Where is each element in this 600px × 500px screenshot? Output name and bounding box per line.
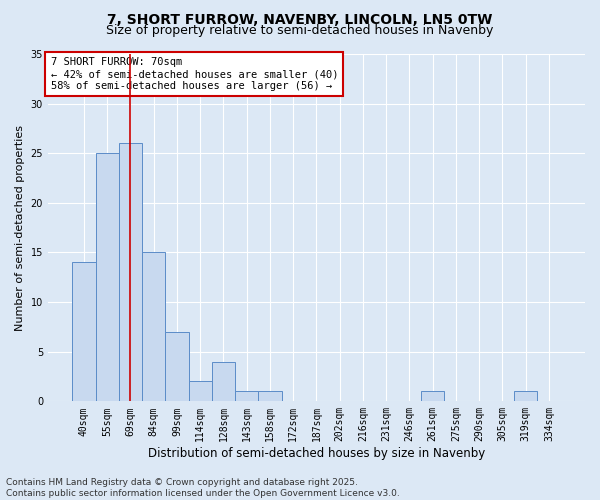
Bar [514, 392, 538, 402]
Text: Size of property relative to semi-detached houses in Navenby: Size of property relative to semi-detach… [106, 24, 494, 37]
Text: 7 SHORT FURROW: 70sqm
← 42% of semi-detached houses are smaller (40)
58% of semi: 7 SHORT FURROW: 70sqm ← 42% of semi-deta… [50, 58, 338, 90]
Bar [166, 332, 188, 402]
Bar [188, 382, 212, 402]
Y-axis label: Number of semi-detached properties: Number of semi-detached properties [15, 124, 25, 330]
X-axis label: Distribution of semi-detached houses by size in Navenby: Distribution of semi-detached houses by … [148, 447, 485, 460]
Bar [142, 252, 166, 402]
Bar [235, 392, 259, 402]
Bar [119, 144, 142, 402]
Bar [95, 153, 119, 402]
Bar [259, 392, 281, 402]
Bar [73, 262, 95, 402]
Text: Contains HM Land Registry data © Crown copyright and database right 2025.
Contai: Contains HM Land Registry data © Crown c… [6, 478, 400, 498]
Bar [421, 392, 445, 402]
Title: 7, SHORT FURROW, NAVENBY, LINCOLN, LN5 0TW
Size of property relative to semi-det: 7, SHORT FURROW, NAVENBY, LINCOLN, LN5 0… [0, 499, 1, 500]
Text: 7, SHORT FURROW, NAVENBY, LINCOLN, LN5 0TW: 7, SHORT FURROW, NAVENBY, LINCOLN, LN5 0… [107, 12, 493, 26]
Bar [212, 362, 235, 402]
